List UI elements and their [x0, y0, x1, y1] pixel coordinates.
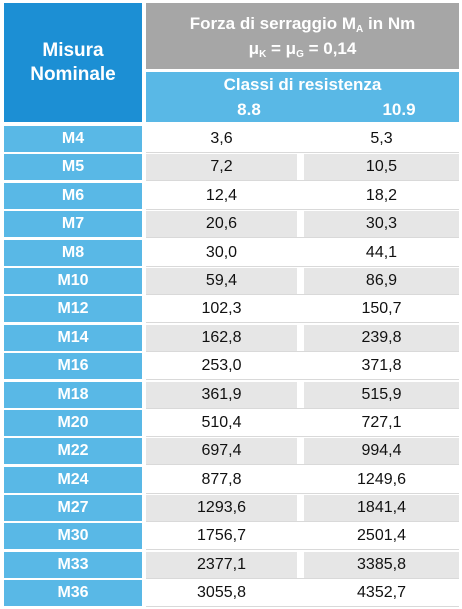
grade-8-8-header: 8.8: [237, 100, 261, 119]
row-divider: [146, 577, 459, 579]
size-cell: M18: [4, 381, 142, 408]
row-divider: [146, 521, 459, 523]
torque-8-8-cell: 877,8: [201, 470, 242, 488]
size-cell: M12: [4, 296, 142, 323]
row-divider: [146, 549, 459, 551]
table-row: M8 30,0 44,1: [0, 239, 462, 268]
table-row: M5 7,2 10,5: [0, 154, 462, 182]
torque-8-8-cell: 12,4: [205, 186, 238, 204]
torque-10-9-cell: 371,8: [361, 357, 402, 375]
table-row: M20 510,4 727,1: [0, 409, 462, 438]
size-cell: M16: [4, 353, 142, 380]
row-divider: [146, 350, 459, 352]
size-cell: M8: [4, 239, 142, 266]
size-cell: M33: [4, 551, 142, 578]
size-cell: M36: [4, 580, 142, 607]
table-row: M14 162,8 239,8: [0, 324, 462, 353]
row-divider: [146, 492, 459, 494]
table-row: M24 877,8 1249,6: [0, 466, 462, 495]
torque-8-8-cell: 162,8: [146, 324, 297, 351]
nominal-size-header: Misura Nominale: [4, 3, 142, 122]
row-divider: [146, 464, 459, 466]
table-row: M33 2377,1 3385,8: [0, 551, 462, 580]
table-row: M6 12,4 18,2: [0, 182, 462, 211]
torque-10-9-cell: 515,9: [304, 381, 459, 408]
friction-coefficient: μK = μG = 0,14: [248, 39, 357, 60]
tightening-force-title: Forza di serraggio MA in Nm: [189, 14, 416, 35]
row-divider: [146, 180, 459, 182]
torque-8-8-cell: 1293,6: [146, 495, 297, 522]
size-cell: M27: [4, 495, 142, 522]
row-divider: [146, 379, 459, 381]
table-row: M18 361,9 515,9: [0, 381, 462, 410]
nominal-size-label-line2: Nominale: [30, 63, 116, 85]
table-row: M16 253,0 371,8: [0, 353, 462, 381]
size-cell: M4: [4, 126, 142, 152]
torque-8-8-cell: 7,2: [146, 154, 297, 181]
size-cell: M24: [4, 466, 142, 493]
size-cell: M14: [4, 324, 142, 351]
table-row: M27 1293,6 1841,4: [0, 495, 462, 523]
torque-8-8-cell: 697,4: [146, 438, 297, 465]
size-cell: M22: [4, 438, 142, 465]
size-cell: M7: [4, 211, 142, 238]
size-cell: M6: [4, 182, 142, 209]
resistance-classes-header: Classi di resistenza 8.8 10.9: [146, 72, 459, 122]
torque-10-9-cell: 4352,7: [357, 584, 406, 602]
torque-10-9-cell: 44,1: [365, 243, 398, 261]
table-row: M12 102,3 150,7: [0, 296, 462, 324]
size-cell: M5: [4, 154, 142, 181]
size-cell: M10: [4, 267, 142, 294]
row-divider: [146, 435, 459, 437]
torque-10-9-cell: 1249,6: [357, 470, 406, 488]
torque-8-8-cell: 30,0: [205, 243, 238, 261]
row-divider: [146, 407, 459, 409]
row-divider: [146, 152, 459, 153]
resistance-classes-label: Classi di resistenza: [223, 75, 382, 94]
torque-8-8-cell: 510,4: [201, 413, 242, 431]
torque-10-9-cell: 2501,4: [357, 527, 406, 545]
table-row: M10 59,4 86,9: [0, 267, 462, 296]
torque-10-9-cell: 5,3: [370, 130, 393, 147]
torque-10-9-cell: 1841,4: [304, 495, 459, 522]
torque-8-8-cell: 102,3: [201, 300, 242, 318]
row-divider: [146, 237, 459, 239]
torque-10-9-cell: 10,5: [304, 154, 459, 181]
size-cell: M20: [4, 409, 142, 436]
torque-8-8-cell: 2377,1: [146, 551, 297, 578]
row-divider: [146, 322, 459, 324]
table-row: M7 20,6 30,3: [0, 211, 462, 239]
torque-10-9-cell: 727,1: [361, 413, 402, 431]
torque-10-9-cell: 994,4: [304, 438, 459, 465]
size-cell: M30: [4, 523, 142, 550]
table-row: M36 3055,8 4352,7: [0, 580, 462, 608]
torque-8-8-cell: 253,0: [201, 357, 242, 375]
torque-8-8-cell: 20,6: [146, 211, 297, 238]
table-body: M4 3,6 5,3 M5 7,2 10,5 M6 12,4 18,2 M7 20,6 30,3 M8 3…: [0, 126, 462, 609]
torque-8-8-cell: 361,9: [146, 381, 297, 408]
nominal-size-label-line1: Misura: [42, 39, 104, 61]
row-divider: [146, 293, 459, 295]
row-divider: [146, 265, 459, 267]
torque-10-9-cell: 18,2: [365, 186, 398, 204]
torque-8-8-cell: 3,6: [210, 130, 233, 147]
torque-8-8-cell: 1756,7: [197, 527, 246, 545]
table-row: M22 697,4 994,4: [0, 438, 462, 466]
row-divider: [146, 606, 459, 608]
table-row: M4 3,6 5,3: [0, 126, 462, 154]
torque-10-9-cell: 239,8: [304, 324, 459, 351]
torque-8-8-cell: 3055,8: [197, 584, 246, 602]
row-divider: [146, 208, 459, 210]
torque-10-9-cell: 3385,8: [304, 551, 459, 578]
torque-8-8-cell: 59,4: [146, 267, 297, 294]
torque-10-9-cell: 86,9: [304, 267, 459, 294]
torque-10-9-cell: 150,7: [361, 300, 402, 318]
tightening-force-header: Forza di serraggio MA in Nm μK = μG = 0,…: [146, 3, 459, 69]
table-row: M30 1756,7 2501,4: [0, 523, 462, 551]
grade-10-9-header: 10.9: [382, 100, 416, 119]
torque-10-9-cell: 30,3: [304, 211, 459, 238]
